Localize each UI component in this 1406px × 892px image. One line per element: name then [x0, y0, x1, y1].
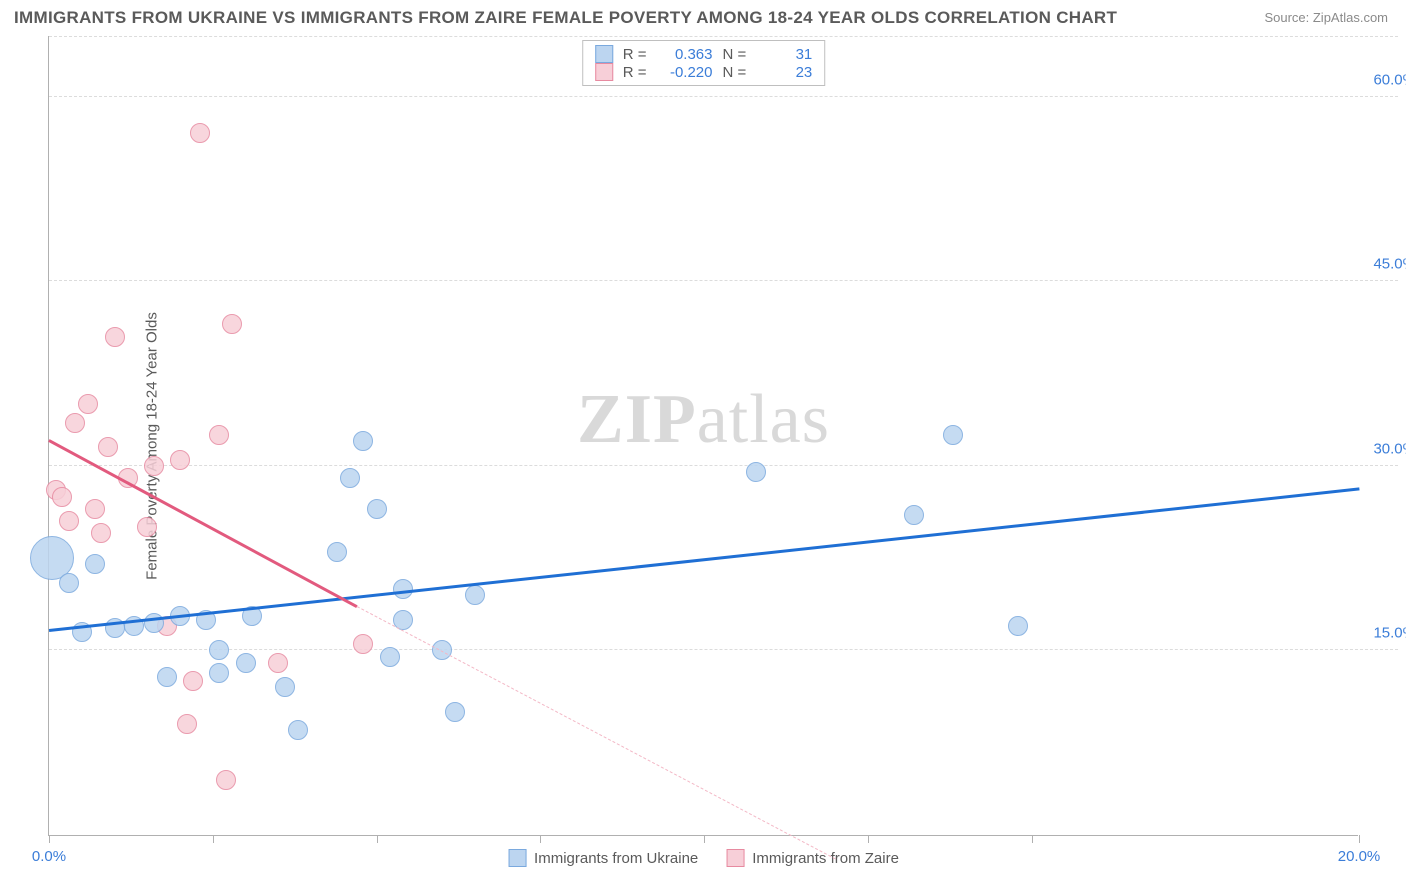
data-point [327, 542, 347, 562]
swatch-zaire-icon [726, 849, 744, 867]
data-point [183, 671, 203, 691]
data-point [144, 456, 164, 476]
trend-line [357, 606, 836, 859]
watermark-atlas: atlas [697, 381, 830, 458]
x-tick [868, 835, 869, 843]
x-tick [1032, 835, 1033, 843]
chart-plot-area: ZIPatlas R = 0.363 N = 31 R = -0.220 N =… [48, 36, 1358, 836]
data-point [275, 677, 295, 697]
y-tick-label: 30.0% [1373, 440, 1406, 457]
data-point [78, 394, 98, 414]
data-point [209, 425, 229, 445]
data-point [445, 702, 465, 722]
data-point [85, 554, 105, 574]
data-point [209, 640, 229, 660]
data-point [353, 431, 373, 451]
data-point [85, 499, 105, 519]
data-point [288, 720, 308, 740]
x-tick [1359, 835, 1360, 843]
data-point [137, 517, 157, 537]
gridline [49, 36, 1398, 37]
r-value-zaire: -0.220 [657, 64, 713, 81]
data-point [216, 770, 236, 790]
legend-row-zaire: R = -0.220 N = 23 [595, 63, 813, 81]
gridline [49, 649, 1398, 650]
data-point [746, 462, 766, 482]
swatch-ukraine-icon [508, 849, 526, 867]
legend-item-ukraine: Immigrants from Ukraine [508, 849, 698, 867]
data-point [190, 123, 210, 143]
data-point [59, 573, 79, 593]
data-point [222, 314, 242, 334]
x-tick [213, 835, 214, 843]
data-point [91, 523, 111, 543]
data-point [465, 585, 485, 605]
data-point [236, 653, 256, 673]
data-point [59, 511, 79, 531]
n-label: N = [723, 46, 747, 63]
data-point [170, 450, 190, 470]
n-value-ukraine: 31 [756, 46, 812, 63]
y-tick-label: 60.0% [1373, 71, 1406, 88]
x-tick [377, 835, 378, 843]
data-point [209, 663, 229, 683]
data-point [353, 634, 373, 654]
legend-label-ukraine: Immigrants from Ukraine [534, 850, 698, 867]
swatch-ukraine [595, 45, 613, 63]
data-point [904, 505, 924, 525]
r-value-ukraine: 0.363 [657, 46, 713, 63]
data-point [98, 437, 118, 457]
series-legend: Immigrants from Ukraine Immigrants from … [508, 849, 899, 867]
watermark: ZIPatlas [577, 380, 830, 460]
gridline [49, 280, 1398, 281]
legend-item-zaire: Immigrants from Zaire [726, 849, 899, 867]
x-tick [540, 835, 541, 843]
gridline [49, 96, 1398, 97]
n-label: N = [723, 64, 747, 81]
data-point [157, 667, 177, 687]
gridline [49, 465, 1398, 466]
data-point [393, 579, 413, 599]
data-point [105, 327, 125, 347]
chart-title: IMMIGRANTS FROM UKRAINE VS IMMIGRANTS FR… [14, 8, 1117, 28]
swatch-zaire [595, 63, 613, 81]
data-point [1008, 616, 1028, 636]
data-point [340, 468, 360, 488]
data-point [367, 499, 387, 519]
correlation-legend: R = 0.363 N = 31 R = -0.220 N = 23 [582, 40, 826, 86]
source-attribution: Source: ZipAtlas.com [1264, 10, 1388, 25]
r-label: R = [623, 46, 647, 63]
data-point [65, 413, 85, 433]
r-label: R = [623, 64, 647, 81]
x-tick-label: 0.0% [32, 848, 66, 865]
data-point [268, 653, 288, 673]
data-point [177, 714, 197, 734]
watermark-zip: ZIP [577, 381, 697, 458]
data-point [943, 425, 963, 445]
legend-label-zaire: Immigrants from Zaire [752, 850, 899, 867]
data-point [52, 487, 72, 507]
y-tick-label: 15.0% [1373, 625, 1406, 642]
y-tick-label: 45.0% [1373, 256, 1406, 273]
n-value-zaire: 23 [756, 64, 812, 81]
legend-row-ukraine: R = 0.363 N = 31 [595, 45, 813, 63]
data-point [380, 647, 400, 667]
x-tick [704, 835, 705, 843]
x-tick [49, 835, 50, 843]
x-tick-label: 20.0% [1338, 848, 1381, 865]
